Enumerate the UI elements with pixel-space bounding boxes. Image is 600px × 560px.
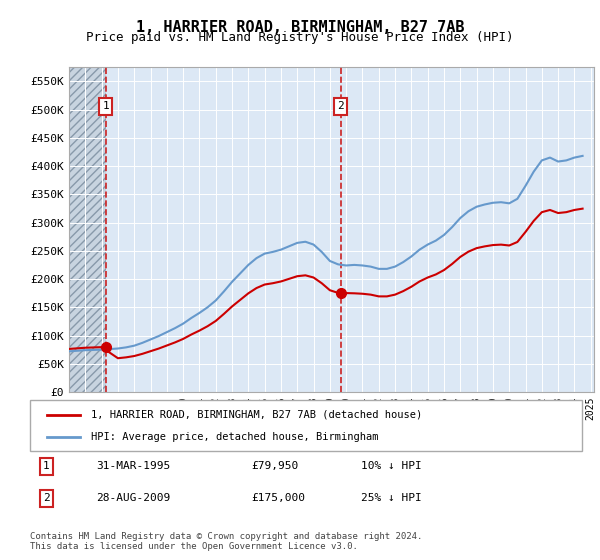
Text: 1, HARRIER ROAD, BIRMINGHAM, B27 7AB (detached house): 1, HARRIER ROAD, BIRMINGHAM, B27 7AB (de… [91, 409, 422, 419]
Text: 2: 2 [43, 493, 50, 503]
Text: £175,000: £175,000 [251, 493, 305, 503]
Text: 1: 1 [43, 461, 50, 471]
Text: 1: 1 [103, 101, 109, 111]
Text: 28-AUG-2009: 28-AUG-2009 [96, 493, 170, 503]
Bar [69, 67, 106, 392]
Text: Price paid vs. HM Land Registry's House Price Index (HPI): Price paid vs. HM Land Registry's House … [86, 31, 514, 44]
Text: 2: 2 [337, 101, 344, 111]
Text: 25% ↓ HPI: 25% ↓ HPI [361, 493, 422, 503]
Text: Contains HM Land Registry data © Crown copyright and database right 2024.
This d: Contains HM Land Registry data © Crown c… [30, 532, 422, 552]
FancyBboxPatch shape [30, 400, 582, 451]
Text: £79,950: £79,950 [251, 461, 298, 471]
Text: 31-MAR-1995: 31-MAR-1995 [96, 461, 170, 471]
Text: 10% ↓ HPI: 10% ↓ HPI [361, 461, 422, 471]
Text: 1, HARRIER ROAD, BIRMINGHAM, B27 7AB: 1, HARRIER ROAD, BIRMINGHAM, B27 7AB [136, 20, 464, 35]
Text: HPI: Average price, detached house, Birmingham: HPI: Average price, detached house, Birm… [91, 432, 378, 442]
